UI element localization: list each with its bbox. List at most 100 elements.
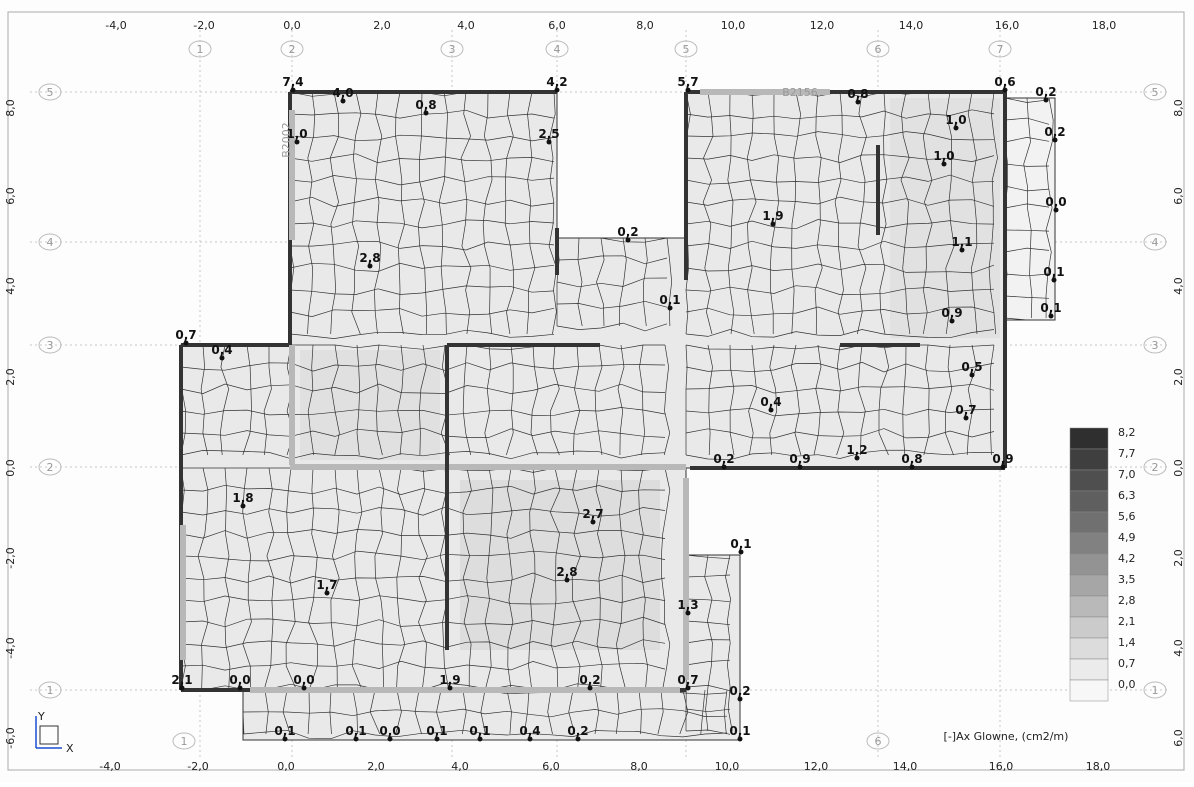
reinforcement-value: 0,1 xyxy=(1040,301,1061,315)
axis-tick-bottom: 2,0 xyxy=(367,760,385,773)
reinforcement-value: 2,5 xyxy=(538,127,559,141)
reinforcement-value: 0,9 xyxy=(789,452,810,466)
legend-swatch xyxy=(1070,659,1108,680)
reinforcement-value: 0,1 xyxy=(469,724,490,738)
reinforcement-value: 0,1 xyxy=(345,724,366,738)
axis-tick-bottom: 10,0 xyxy=(715,760,740,773)
grid-label-bottom: 6 xyxy=(875,735,882,748)
reinforcement-value: 1,0 xyxy=(933,149,954,163)
axis-tick-left: 2,0 xyxy=(4,368,17,386)
legend-level: 0,0 xyxy=(1118,678,1136,691)
axis-tick-left: -6,0 xyxy=(4,727,17,748)
reinforcement-value: 2,7 xyxy=(582,507,603,521)
legend-level: 1,4 xyxy=(1118,636,1136,649)
grid-label-left: 3 xyxy=(47,339,54,352)
reinforcement-value: 0,2 xyxy=(729,684,750,698)
legend-caption: [-]Ax Glowne, (cm2/m) xyxy=(944,730,1069,743)
grid-label-top: 1 xyxy=(197,43,204,56)
reinforcement-value: 0,1 xyxy=(730,537,751,551)
axis-tick-right: 0,0 xyxy=(1172,459,1185,477)
legend-level: 7,7 xyxy=(1118,447,1136,460)
legend-swatch xyxy=(1070,428,1108,449)
legend-swatch xyxy=(1070,575,1108,596)
grid-label-bottom: 1 xyxy=(181,735,188,748)
legend-swatch xyxy=(1070,617,1108,638)
axis-tick-top: 16,0 xyxy=(995,19,1020,32)
legend-level: 2,1 xyxy=(1118,615,1136,628)
reinforcement-value: 0,8 xyxy=(847,87,868,101)
reinforcement-value: 0,1 xyxy=(426,724,447,738)
reinforcement-value: 0,6 xyxy=(994,75,1015,89)
reinforcement-value: 0,1 xyxy=(729,724,750,738)
grid-label-top: 5 xyxy=(683,43,690,56)
reinforcement-value: 0,8 xyxy=(901,452,922,466)
legend-level: 6,3 xyxy=(1118,489,1136,502)
reinforcement-value: 2,8 xyxy=(359,251,380,265)
reinforcement-value: 0,2 xyxy=(713,452,734,466)
legend-level: 8,2 xyxy=(1118,426,1136,439)
axis-tick-bottom: 14,0 xyxy=(893,760,918,773)
reinforcement-value: 0,1 xyxy=(1043,265,1064,279)
axis-tick-right: 6,0 xyxy=(1172,729,1185,747)
axis-tick-left: 4,0 xyxy=(4,277,17,295)
grid-label-top: 6 xyxy=(875,43,882,56)
reinforcement-value: 0,9 xyxy=(992,452,1013,466)
axis-tick-bottom: 12,0 xyxy=(804,760,829,773)
axis-tick-right: 2,0 xyxy=(1172,368,1185,386)
grid-label-top: 3 xyxy=(449,43,456,56)
grid-label-left: 4 xyxy=(47,236,54,249)
reinforcement-value: 1,2 xyxy=(846,443,867,457)
legend-swatch xyxy=(1070,512,1108,533)
slab-panel-shade-2 xyxy=(300,350,440,460)
axis-tick-top: 18,0 xyxy=(1092,19,1117,32)
reinforcement-value: 0,0 xyxy=(1045,195,1066,209)
legend-swatch xyxy=(1070,533,1108,554)
grid-label-left: 1 xyxy=(47,684,54,697)
axis-tick-top: 4,0 xyxy=(457,19,475,32)
axis-tick-bottom: 4,0 xyxy=(451,760,469,773)
reinforcement-value: 0,1 xyxy=(274,724,295,738)
reinforcement-value: 0,4 xyxy=(211,343,232,357)
wall-label: B2002 xyxy=(280,122,293,158)
legend-level: 4,2 xyxy=(1118,552,1136,565)
reinforcement-value: 1,8 xyxy=(232,491,253,505)
axis-tick-bottom: 0,0 xyxy=(277,760,295,773)
reinforcement-value: 1,7 xyxy=(316,578,337,592)
legend-swatch xyxy=(1070,449,1108,470)
reinforcement-value: 5,7 xyxy=(677,75,698,89)
legend-swatch xyxy=(1070,680,1108,701)
reinforcement-value: 1,9 xyxy=(762,209,783,223)
axis-tick-top: -2,0 xyxy=(193,19,214,32)
reinforcement-value: 4,2 xyxy=(546,75,567,89)
axis-tick-top: 8,0 xyxy=(636,19,654,32)
axis-tick-right: 4,0 xyxy=(1172,639,1185,657)
legend-level: 3,5 xyxy=(1118,573,1136,586)
grid-label-left: 5 xyxy=(47,86,54,99)
axis-tick-left: -2,0 xyxy=(4,547,17,568)
legend-swatch xyxy=(1070,491,1108,512)
axis-tick-left: -4,0 xyxy=(4,637,17,658)
reinforcement-value: 0,2 xyxy=(1044,125,1065,139)
axis-tick-bottom: -2,0 xyxy=(187,760,208,773)
reinforcement-value: 0,4 xyxy=(760,395,781,409)
legend-level: 4,9 xyxy=(1118,531,1136,544)
reinforcement-value: 1,0 xyxy=(945,113,966,127)
axis-tick-left: 8,0 xyxy=(4,99,17,117)
axis-tick-bottom: 8,0 xyxy=(630,760,648,773)
axes-y-label: Y xyxy=(37,710,45,723)
reinforcement-value: 1,1 xyxy=(951,235,972,249)
axis-tick-top: 2,0 xyxy=(373,19,391,32)
reinforcement-value: 0,5 xyxy=(961,360,982,374)
grid-label-top: 2 xyxy=(289,43,296,56)
reinforcement-value: 0,4 xyxy=(519,724,540,738)
reinforcement-value: 0,9 xyxy=(941,306,962,320)
reinforcement-value: 1,9 xyxy=(439,673,460,687)
legend-level: 2,8 xyxy=(1118,594,1136,607)
reinforcement-value: 2,1 xyxy=(171,673,192,687)
reinforcement-value: 0,7 xyxy=(677,673,698,687)
grid-label-left: 2 xyxy=(47,461,54,474)
reinforcement-value: 0,2 xyxy=(567,724,588,738)
legend-level: 7,0 xyxy=(1118,468,1136,481)
